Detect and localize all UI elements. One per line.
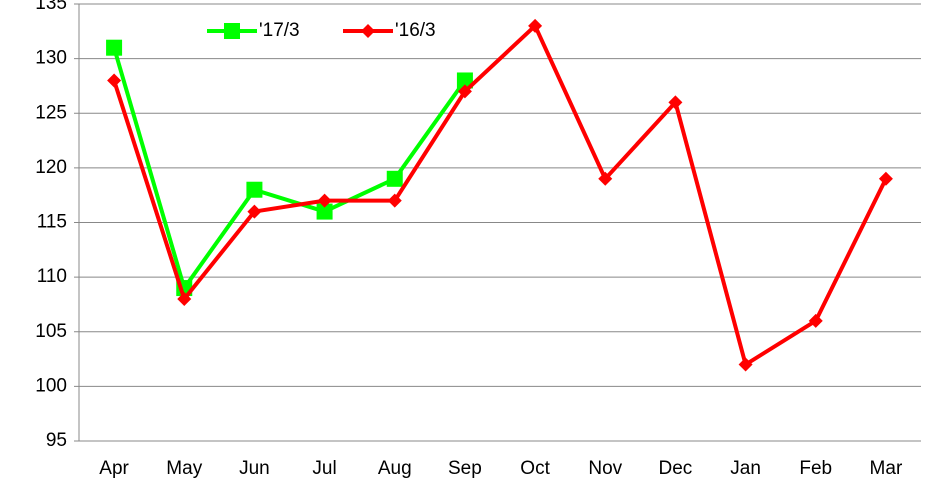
legend-marker [361,24,375,38]
y-tick-label: 100 [35,375,67,396]
marker [387,193,402,208]
x-tick-label: Jan [730,458,761,479]
marker [106,39,123,56]
series-line [112,23,888,367]
marker [528,18,543,33]
y-tick-label: 105 [35,321,67,342]
x-tick-label: Sep [448,458,482,479]
series-line [112,47,467,291]
marker [808,313,823,328]
x-tick-label: Apr [99,458,129,479]
y-tick-label: 125 [35,102,67,123]
marker [317,193,332,208]
x-tick-label: Jun [239,458,270,479]
legend-label: '16/3 [395,20,436,41]
marker [247,204,262,219]
x-tick-label: Oct [520,458,550,479]
marker [878,171,893,186]
marker [246,181,263,198]
marker [316,203,333,220]
x-tick-label: Jul [312,458,336,479]
y-tick-label: 130 [35,48,67,69]
marker [177,291,192,306]
legend-marker [224,23,240,39]
x-tick-label: May [166,458,202,479]
marker [738,357,753,372]
x-tick-label: Aug [378,458,412,479]
marker [457,84,472,99]
y-tick-label: 120 [35,157,67,178]
x-tick-label: Feb [799,458,832,479]
legend-label: '17/3 [259,20,300,41]
y-tick-label: 115 [37,212,67,233]
marker [668,95,683,110]
marker [107,73,122,88]
y-tick-label: 135 [35,0,67,14]
x-tick-label: Dec [659,458,693,479]
marker [456,72,473,89]
y-tick-label: 110 [37,266,67,287]
x-tick-label: Mar [870,458,903,479]
marker [598,171,613,186]
x-tick-label: Nov [588,458,622,479]
marker [386,170,403,187]
y-tick-label: 95 [46,430,67,451]
